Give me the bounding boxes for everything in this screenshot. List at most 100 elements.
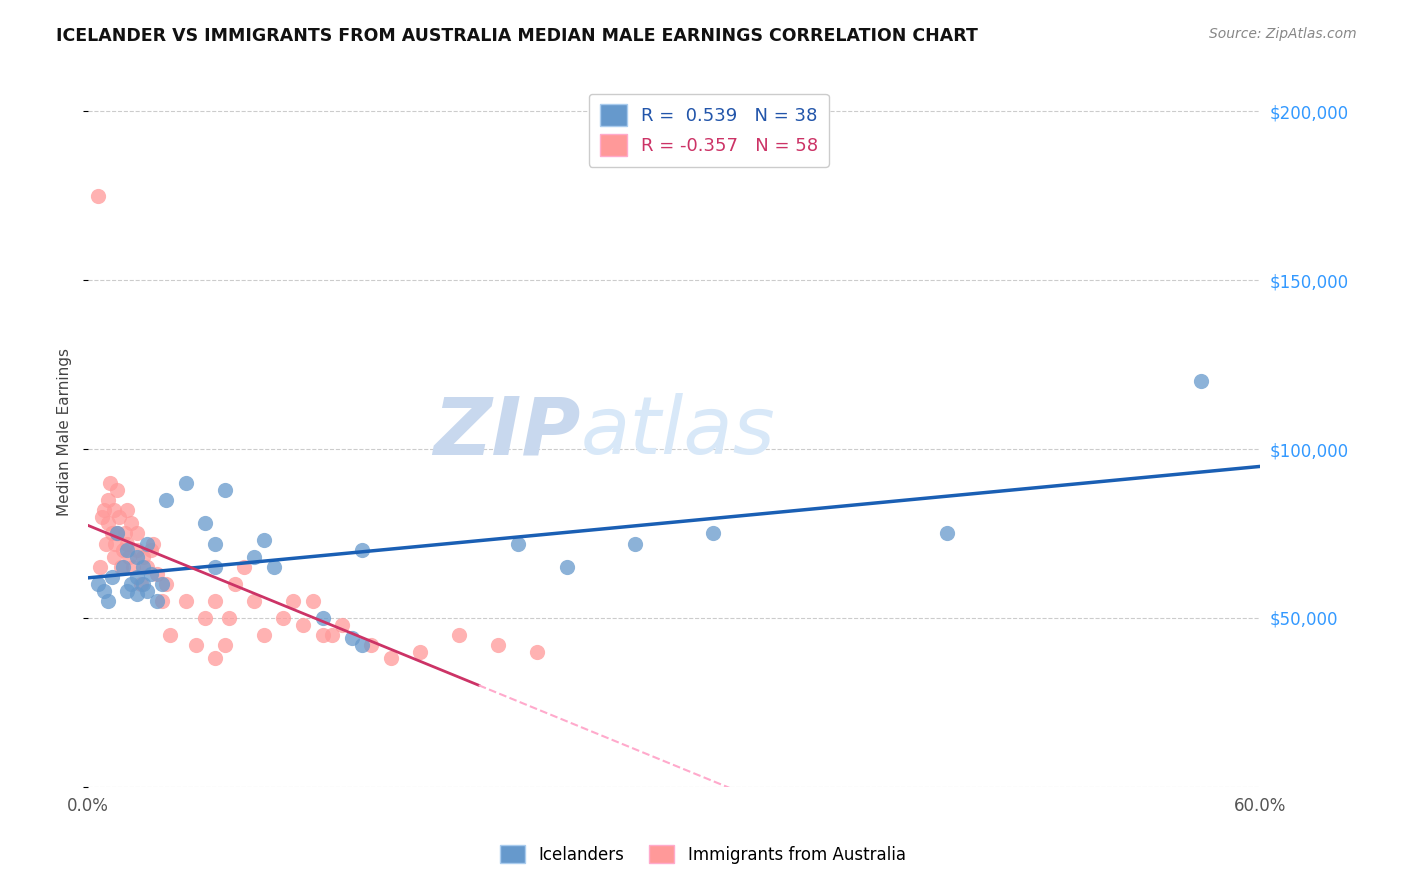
Point: [155, 492, 177, 507]
Point: [120, 516, 142, 531]
Point: [125, 550, 148, 565]
Point: [263, 560, 285, 574]
Point: [87, 577, 110, 591]
Point: [253, 628, 276, 642]
Point: [87, 188, 110, 202]
Point: [107, 526, 129, 541]
Point: [132, 550, 155, 565]
Point: [283, 594, 305, 608]
Point: [132, 577, 155, 591]
Point: [103, 550, 125, 565]
Point: [330, 617, 353, 632]
Point: [243, 550, 266, 565]
Point: [350, 638, 373, 652]
Point: [115, 536, 138, 550]
Point: [90, 509, 112, 524]
Point: [449, 628, 471, 642]
Point: [253, 533, 276, 548]
Point: [159, 628, 181, 642]
Point: [204, 651, 226, 665]
Point: [93, 503, 115, 517]
Point: [125, 526, 148, 541]
Point: [360, 638, 382, 652]
Point: [94, 536, 117, 550]
Point: [93, 583, 115, 598]
Point: [702, 526, 724, 541]
Point: [301, 594, 323, 608]
Point: [486, 638, 509, 652]
Point: [194, 611, 217, 625]
Point: [184, 638, 207, 652]
Point: [135, 560, 157, 574]
Point: [100, 526, 122, 541]
Text: atlas: atlas: [581, 393, 775, 471]
Point: [214, 483, 236, 497]
Point: [107, 483, 129, 497]
Point: [233, 560, 256, 574]
Point: [311, 628, 333, 642]
Point: [132, 560, 155, 574]
Point: [218, 611, 240, 625]
Point: [120, 577, 142, 591]
Point: [118, 550, 141, 565]
Point: [409, 645, 432, 659]
Point: [624, 536, 647, 550]
Point: [112, 560, 135, 574]
Point: [150, 577, 173, 591]
Point: [114, 526, 136, 541]
Point: [98, 475, 121, 490]
Point: [311, 611, 333, 625]
Point: [104, 536, 127, 550]
Point: [224, 577, 246, 591]
Point: [97, 594, 120, 608]
Point: [129, 577, 152, 591]
Point: [100, 570, 122, 584]
Point: [107, 526, 129, 541]
Point: [243, 594, 266, 608]
Legend: R =  0.539   N = 38, R = -0.357   N = 58: R = 0.539 N = 38, R = -0.357 N = 58: [589, 94, 830, 167]
Legend: Icelanders, Immigrants from Australia: Icelanders, Immigrants from Australia: [494, 838, 912, 871]
Point: [194, 516, 217, 531]
Text: ZIP: ZIP: [433, 393, 581, 471]
Point: [125, 587, 148, 601]
Point: [321, 628, 343, 642]
Point: [122, 560, 145, 574]
Text: ICELANDER VS IMMIGRANTS FROM AUSTRALIA MEDIAN MALE EARNINGS CORRELATION CHART: ICELANDER VS IMMIGRANTS FROM AUSTRALIA M…: [56, 27, 979, 45]
Point: [273, 611, 295, 625]
Point: [350, 543, 373, 558]
Point: [204, 536, 226, 550]
Point: [135, 536, 157, 550]
Point: [150, 594, 173, 608]
Point: [291, 617, 314, 632]
Point: [204, 594, 226, 608]
Point: [145, 567, 167, 582]
Point: [174, 475, 197, 490]
Point: [142, 536, 165, 550]
Point: [506, 536, 529, 550]
Text: Source: ZipAtlas.com: Source: ZipAtlas.com: [1209, 27, 1357, 41]
Point: [112, 543, 135, 558]
Point: [174, 594, 197, 608]
Point: [1189, 375, 1212, 389]
Point: [125, 570, 148, 584]
Point: [340, 631, 363, 645]
Point: [115, 503, 138, 517]
Point: [204, 560, 226, 574]
Point: [110, 560, 132, 574]
Point: [97, 492, 120, 507]
Point: [89, 560, 111, 574]
Point: [135, 583, 157, 598]
Point: [139, 543, 162, 558]
Point: [555, 560, 578, 574]
Point: [145, 594, 167, 608]
Point: [103, 503, 125, 517]
Point: [139, 567, 162, 582]
Point: [125, 543, 148, 558]
Point: [526, 645, 548, 659]
Point: [155, 577, 177, 591]
Point: [108, 509, 131, 524]
Y-axis label: Median Male Earnings: Median Male Earnings: [58, 348, 72, 516]
Point: [115, 583, 138, 598]
Point: [115, 543, 138, 558]
Point: [97, 516, 120, 531]
